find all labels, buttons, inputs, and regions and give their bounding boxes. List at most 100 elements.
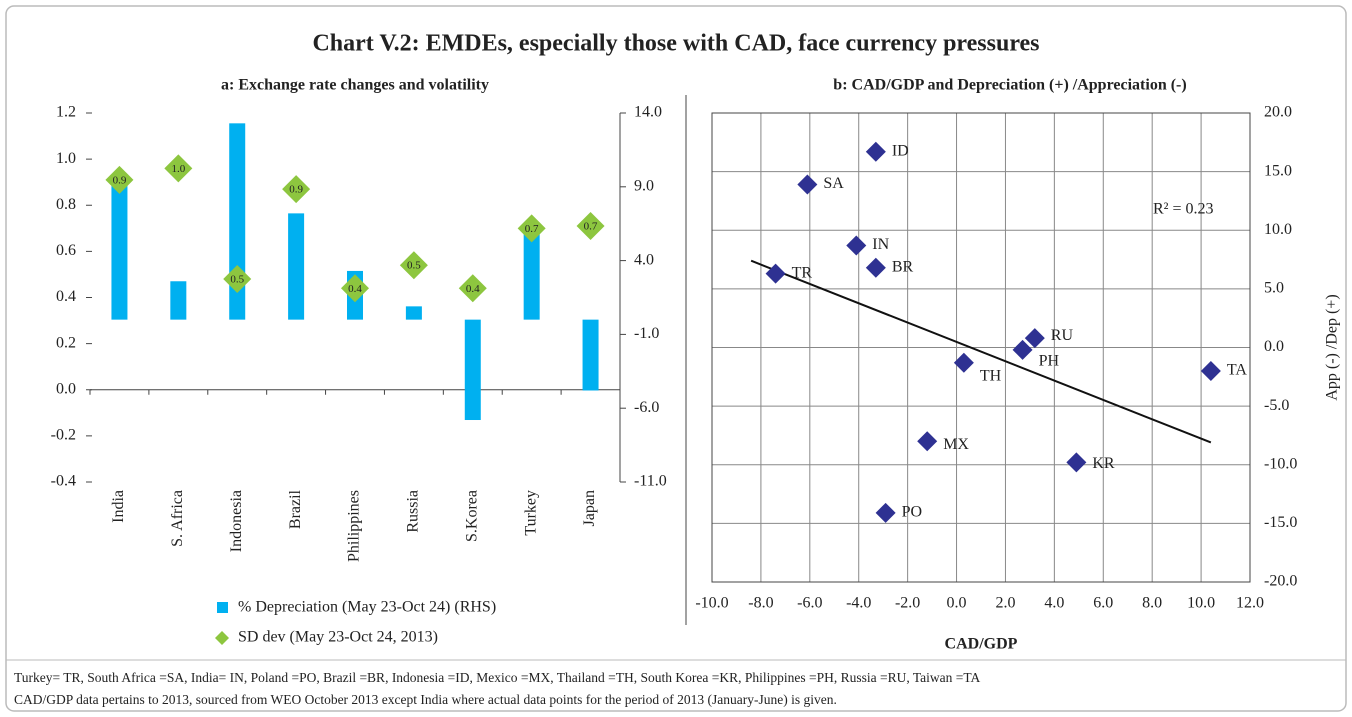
data-label: 0.7 (525, 223, 539, 235)
x-tick-label: 2.0 (995, 595, 1015, 612)
point-label: IN (872, 236, 889, 253)
bar (582, 319, 599, 391)
y-tick-label: -15.0 (1264, 514, 1297, 531)
point-label: TH (980, 367, 1002, 384)
point-label: BR (892, 258, 914, 275)
x-tick-label: Russia (405, 490, 422, 533)
y-tick-label: 0.8 (56, 196, 76, 213)
diamond-marker (341, 274, 369, 303)
y-tick-label: -0.4 (51, 473, 76, 490)
point-label: PO (902, 503, 922, 520)
diamond-marker (458, 274, 487, 303)
diamond-marker (517, 214, 546, 243)
legend-label: % Depreciation (May 23-Oct 24) (RHS) (238, 599, 496, 616)
x-tick-label: S.Korea (463, 490, 480, 542)
x-tick-label: 0.0 (947, 595, 967, 612)
y-tick-label: 15.0 (1264, 162, 1292, 179)
x-tick-label: 10.0 (1187, 595, 1215, 612)
data-label: 1.0 (171, 163, 185, 175)
scatter-point (875, 502, 896, 523)
legend-swatch (215, 631, 229, 645)
bar (288, 213, 305, 320)
y-tick-label: -20.0 (1264, 573, 1297, 590)
y-tick-label: 1.0 (56, 150, 76, 167)
scatter-point (953, 352, 974, 373)
y-tick-label: 0.0 (1264, 338, 1284, 355)
subtitle: b: CAD/GDP and Depreciation (+) /Appreci… (833, 77, 1186, 94)
x-tick-label: 12.0 (1236, 595, 1264, 612)
x-tick-label: Turkey (522, 490, 539, 536)
diamond-marker (223, 265, 252, 294)
scatter-point (765, 263, 786, 284)
y-tick-label: 0.2 (56, 334, 76, 351)
point-label: KR (1092, 455, 1115, 472)
annotation: R² = 0.23 (1153, 201, 1214, 218)
scatter-point (1024, 328, 1045, 349)
scatter-point (865, 257, 886, 278)
x-tick-label: -2.0 (895, 595, 920, 612)
data-label: 0.5 (407, 260, 421, 272)
point-label: PH (1039, 353, 1060, 370)
diamond-marker (399, 251, 428, 280)
y-tick-label: -5.0 (1264, 397, 1289, 414)
y-tick-label: 20.0 (1264, 104, 1292, 121)
scatter-point (865, 141, 886, 162)
x-tick-label: -10.0 (695, 595, 728, 612)
scatter-point (797, 174, 818, 195)
bar (111, 179, 128, 320)
x-tick-label: Indonesia (228, 490, 245, 552)
x-tick-label: India (110, 490, 127, 523)
diamond-marker (105, 165, 134, 194)
chart-title: Chart V.2: EMDEs, especially those with … (312, 31, 1039, 57)
diamond-marker (282, 175, 311, 204)
x-tick-label: -6.0 (797, 595, 822, 612)
footnote: Turkey= TR, South Africa =SA, India= IN,… (14, 670, 981, 685)
data-label: 0.9 (289, 184, 303, 196)
y-tick-label: 10.0 (1264, 221, 1292, 238)
x-tick-label: S. Africa (169, 490, 186, 547)
y-tick-label: 5.0 (1264, 280, 1284, 297)
x-tick-label: -4.0 (846, 595, 871, 612)
y-tick-label: -10.0 (1264, 455, 1297, 472)
point-label: ID (892, 142, 909, 159)
footnote: CAD/GDP data pertains to 2013, sourced f… (14, 692, 837, 707)
data-label: 0.7 (584, 221, 598, 233)
x-tick-label: -8.0 (748, 595, 773, 612)
point-label: TR (792, 264, 813, 281)
y-tick-label: 1.2 (56, 104, 76, 121)
point-label: MX (943, 436, 969, 453)
y-tick-label: 0.0 (56, 380, 76, 397)
bar (523, 225, 540, 320)
scatter-point (917, 431, 938, 452)
y-axis-label: App (-) /Dep (+) (1324, 294, 1341, 400)
x-tick-label: 4.0 (1044, 595, 1064, 612)
x-axis-label: CAD/GDP (945, 636, 1018, 653)
data-label: 0.4 (466, 283, 480, 295)
x-tick-label: Philippines (346, 490, 363, 562)
diamond-marker (164, 154, 193, 183)
x-tick-label: 6.0 (1093, 595, 1113, 612)
legend-swatch (217, 602, 228, 613)
plot-frame (711, 112, 1251, 583)
scatter-point (846, 235, 867, 256)
x-tick-label: Japan (581, 490, 598, 526)
y2-tick-label: -11.0 (634, 473, 667, 490)
scatter-point (1066, 452, 1087, 473)
bar (405, 306, 422, 320)
y-tick-label: -0.2 (51, 427, 76, 444)
y2-tick-label: -6.0 (634, 399, 659, 416)
legend-label: SD dev (May 23-Oct 24, 2013) (238, 629, 438, 646)
y2-tick-label: 4.0 (634, 251, 654, 268)
y-tick-label: 0.6 (56, 242, 76, 259)
y2-tick-label: 9.0 (634, 177, 654, 194)
data-label: 0.4 (348, 283, 362, 295)
subtitle: a: Exchange rate changes and volatility (221, 77, 489, 94)
data-label: 0.5 (230, 274, 244, 286)
scatter-point (1012, 339, 1033, 360)
y-tick-label: 0.4 (56, 288, 76, 305)
scatter-point (1200, 360, 1221, 381)
point-label: RU (1051, 327, 1074, 344)
diamond-marker (576, 212, 605, 241)
y2-tick-label: -1.0 (634, 325, 659, 342)
